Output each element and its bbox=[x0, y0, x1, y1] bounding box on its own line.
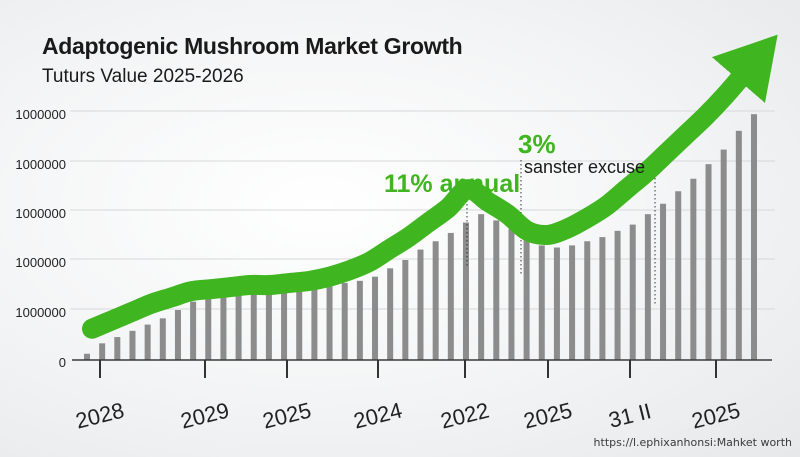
bar bbox=[99, 343, 106, 360]
bar bbox=[174, 310, 181, 360]
y-tick-label: 1000000 bbox=[15, 255, 66, 270]
bar bbox=[205, 293, 212, 360]
bar bbox=[720, 149, 727, 360]
annotation-label: 11% annual bbox=[384, 170, 520, 198]
bar bbox=[660, 203, 667, 360]
bar bbox=[235, 287, 242, 360]
bar bbox=[705, 164, 712, 360]
bar bbox=[356, 280, 363, 360]
bar bbox=[220, 289, 227, 360]
x-tick-label: 31 II bbox=[606, 398, 654, 433]
bar bbox=[599, 237, 606, 360]
bar bbox=[326, 285, 333, 360]
bar bbox=[538, 245, 545, 360]
bar bbox=[281, 285, 288, 360]
bar bbox=[584, 241, 591, 360]
bar bbox=[735, 130, 742, 360]
bar bbox=[311, 285, 318, 360]
y-tick-label: 1000000 bbox=[15, 206, 66, 221]
bar bbox=[644, 214, 651, 360]
annotation-label: 3% bbox=[518, 129, 556, 159]
bar bbox=[84, 353, 90, 360]
y-tick-label: 1000000 bbox=[15, 107, 66, 122]
bar bbox=[447, 232, 454, 360]
bar bbox=[372, 276, 379, 360]
chart-title: Adaptogenic Mushroom Market Growth bbox=[42, 33, 463, 59]
bar bbox=[553, 247, 560, 360]
bar bbox=[341, 282, 348, 360]
bar bbox=[159, 318, 166, 360]
y-tick-label: 1000000 bbox=[15, 157, 66, 172]
source-note: https://l.ephixanhonsi:Mahket worth bbox=[593, 436, 792, 449]
x-tick-label: 2029 bbox=[178, 397, 232, 433]
bar bbox=[296, 285, 303, 360]
trend-arrow bbox=[82, 34, 778, 339]
bar bbox=[144, 324, 151, 360]
bar bbox=[265, 285, 272, 360]
x-tick-label: 2025 bbox=[260, 397, 314, 433]
bar bbox=[675, 191, 682, 360]
x-tick-label: 2025 bbox=[521, 397, 575, 433]
bar bbox=[508, 228, 515, 360]
x-tick-label: 2025 bbox=[689, 397, 743, 433]
x-tick-label: 2028 bbox=[73, 397, 127, 433]
bar bbox=[417, 249, 424, 360]
bar bbox=[493, 220, 500, 360]
bar bbox=[402, 260, 409, 360]
bar bbox=[629, 224, 636, 360]
bar bbox=[190, 301, 197, 360]
bar bbox=[751, 114, 757, 361]
bar bbox=[114, 337, 121, 360]
bar bbox=[387, 268, 394, 360]
bar bbox=[250, 285, 257, 360]
bar bbox=[690, 178, 697, 360]
bar bbox=[523, 239, 530, 360]
bar bbox=[569, 245, 576, 360]
x-tick-label: 2022 bbox=[438, 397, 492, 433]
bar bbox=[462, 222, 469, 360]
y-tick-label: 0 bbox=[59, 355, 66, 370]
annotation-label: sanster excuse bbox=[524, 157, 645, 177]
bar bbox=[614, 230, 621, 360]
bar bbox=[129, 330, 136, 360]
bar bbox=[432, 241, 439, 360]
bar bbox=[478, 214, 485, 360]
y-tick-label: 1000000 bbox=[15, 305, 66, 320]
x-tick-label: 2024 bbox=[351, 397, 405, 433]
chart-subtitle: Tuturs Value 2025-2026 bbox=[42, 66, 244, 87]
